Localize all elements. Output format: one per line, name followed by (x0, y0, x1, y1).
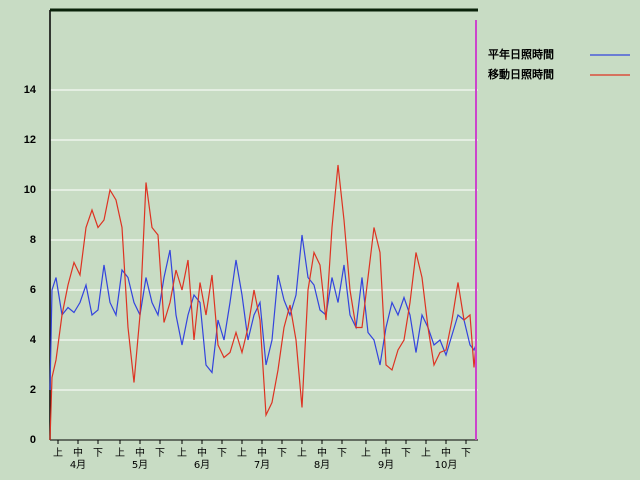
x-tick-label: 上 (177, 447, 187, 459)
x-tick-label: 中 (381, 446, 391, 459)
month-label: 8月 (314, 459, 330, 471)
y-tick-label: 12 (24, 134, 36, 146)
x-tick-label: 上 (361, 447, 371, 459)
x-tick-label: 下 (217, 448, 227, 459)
y-tick-label: 10 (24, 184, 36, 196)
x-tick-label: 上 (297, 447, 307, 459)
x-tick-label: 中 (257, 446, 267, 459)
y-tick-label: 2 (30, 384, 36, 396)
x-tick-label: 下 (461, 448, 471, 459)
legend-label: 移動日照時間 (488, 67, 554, 81)
x-tick-label: 中 (73, 446, 83, 459)
x-tick-label: 下 (337, 448, 347, 459)
x-tick-label: 上 (115, 447, 125, 459)
series-line (49, 164, 477, 441)
x-tick-label: 下 (93, 448, 103, 459)
x-tick-label: 上 (237, 447, 247, 459)
month-label: 7月 (254, 459, 270, 471)
y-tick-label: 6 (30, 284, 36, 296)
x-tick-label: 上 (421, 447, 431, 459)
x-tick-label: 中 (317, 446, 327, 459)
y-tick-label: 4 (30, 334, 37, 346)
x-tick-label: 中 (135, 446, 145, 459)
month-label: 4月 (70, 459, 86, 471)
y-tick-label: 0 (30, 434, 36, 446)
x-tick-label: 下 (155, 448, 165, 459)
x-tick-label: 下 (277, 448, 287, 459)
x-tick-label: 中 (441, 446, 451, 459)
x-tick-label: 上 (53, 447, 63, 459)
month-label: 10月 (435, 459, 458, 471)
y-tick-label: 8 (30, 234, 36, 246)
legend-label: 平年日照時間 (488, 47, 554, 61)
x-tick-label: 下 (401, 448, 411, 459)
month-label: 9月 (378, 459, 394, 471)
y-tick-label: 14 (24, 84, 37, 96)
x-tick-label: 中 (197, 446, 207, 459)
month-label: 6月 (194, 459, 210, 471)
month-label: 5月 (132, 459, 148, 471)
